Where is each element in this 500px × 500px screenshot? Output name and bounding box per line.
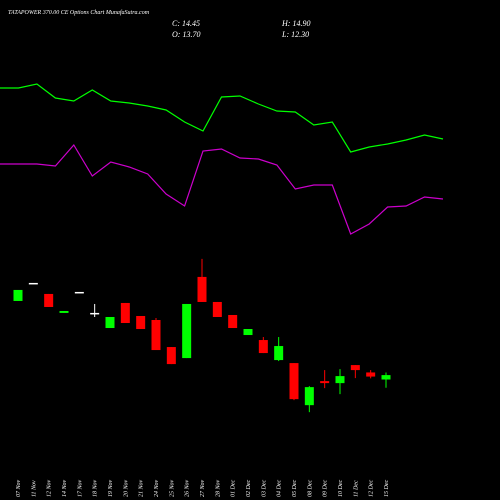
candle-body: [13, 289, 23, 301]
high-label: H: 14.90: [281, 19, 310, 28]
x-tick-label: 03 Dec: [261, 480, 267, 497]
x-tick-label: 11 Dec: [353, 480, 359, 497]
x-tick-label: 19 Nov: [108, 479, 114, 497]
candle-body: [366, 372, 376, 377]
x-tick-label: 21 Nov: [139, 479, 145, 497]
candle-body: [274, 346, 284, 361]
indicator-line: [0, 83, 444, 153]
candle-body: [151, 320, 161, 351]
x-tick-label: 14 Nov: [61, 479, 68, 497]
x-tick-label: 02 Dec: [246, 480, 252, 497]
x-tick-label: 25 Nov: [169, 479, 175, 497]
candle-body: [59, 310, 69, 313]
candle-body: [243, 329, 253, 336]
candle-body: [182, 303, 192, 359]
x-tick-label: 28 Nov: [215, 479, 221, 497]
chart-title: TATAPOWER 370.00 CE Options Chart Munafa…: [8, 9, 150, 16]
candle-body: [228, 314, 238, 329]
candle-body: [304, 387, 314, 406]
candle-body: [90, 312, 100, 315]
x-tick-label: 12 Nov: [47, 479, 53, 497]
candle-body: [350, 365, 360, 371]
candle-body: [136, 315, 146, 330]
x-tick-label: 20 Nov: [123, 479, 129, 497]
x-tick-label: 05 Dec: [292, 480, 298, 497]
candle-body: [289, 363, 299, 400]
x-tick-label: 08 Dec: [307, 480, 313, 497]
x-tick-label: 18 Nov: [93, 479, 99, 497]
candle-body: [381, 375, 391, 380]
x-tick-label: 24 Nov: [153, 479, 160, 497]
x-tick-label: 10 Dec: [338, 480, 344, 497]
indicator-line: [0, 143, 444, 235]
x-tick-label: 17 Nov: [77, 479, 83, 497]
x-tick-label: 27 Nov: [200, 479, 206, 497]
candle-body: [44, 293, 54, 307]
candle-body: [335, 376, 345, 384]
x-tick-label: 04 Dec: [276, 480, 283, 497]
x-tick-label: 11 Nov: [31, 480, 37, 497]
candle-body: [258, 340, 268, 354]
candle-body: [74, 291, 84, 294]
x-tick-label: 01 Dec: [231, 480, 237, 497]
x-tick-label: 26 Nov: [185, 479, 191, 497]
x-tick-label: 12 Dec: [369, 480, 375, 497]
candle-body: [28, 282, 38, 285]
close-label: C: 14.45: [172, 19, 200, 28]
open-label: O: 13.70: [172, 30, 200, 39]
candle-body: [212, 301, 222, 317]
candle-body: [120, 302, 130, 324]
x-tick-label: 15 Dec: [384, 480, 390, 497]
candle-body: [105, 316, 115, 329]
x-tick-label: 09 Dec: [323, 480, 329, 497]
candle-body: [320, 381, 330, 384]
candle-body: [166, 347, 176, 365]
candle-body: [197, 276, 207, 302]
x-tick-label: 07 Nov: [16, 479, 22, 497]
low-label: L: 12.30: [281, 30, 309, 39]
